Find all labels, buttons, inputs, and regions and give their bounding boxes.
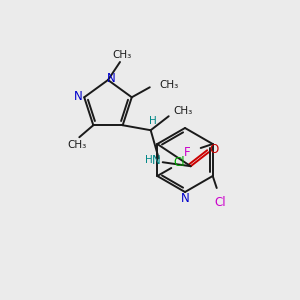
Text: CH₃: CH₃ bbox=[112, 50, 132, 60]
Text: Cl: Cl bbox=[214, 196, 226, 208]
Text: H: H bbox=[145, 155, 153, 165]
Text: CH₃: CH₃ bbox=[68, 140, 87, 150]
Text: Cl: Cl bbox=[173, 155, 185, 169]
Text: F: F bbox=[183, 146, 190, 160]
Text: N: N bbox=[106, 73, 116, 85]
Text: CH₃: CH₃ bbox=[160, 80, 179, 90]
Text: N: N bbox=[152, 154, 161, 167]
Text: CH₃: CH₃ bbox=[174, 106, 193, 116]
Text: H: H bbox=[149, 116, 157, 126]
Text: O: O bbox=[209, 143, 218, 156]
Text: N: N bbox=[181, 193, 189, 206]
Text: N: N bbox=[74, 90, 82, 103]
